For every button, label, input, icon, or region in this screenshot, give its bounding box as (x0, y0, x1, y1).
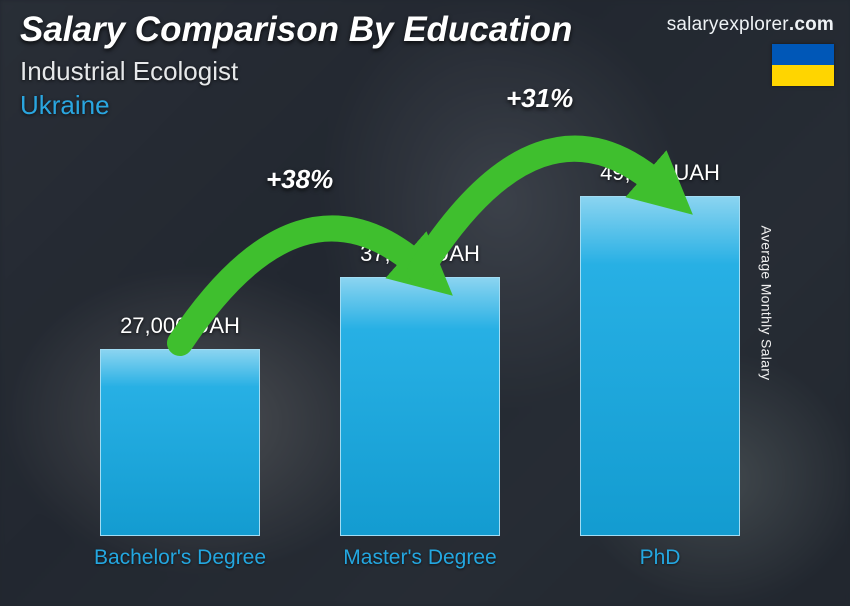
brand-domain: .com (789, 14, 834, 35)
brand-name: salaryexplorer (667, 14, 789, 35)
bar (100, 349, 260, 536)
bar-slot: 37,300 UAHMaster's Degree (340, 277, 500, 536)
bar-highlight (581, 197, 739, 535)
bar-category-label: Bachelor's Degree (80, 546, 280, 571)
increase-percent-label: +38% (266, 164, 333, 195)
content-root: Salary Comparison By Education Industria… (0, 0, 850, 606)
bar-slot: 49,000 UAHPhD (580, 196, 740, 536)
bar (580, 196, 740, 536)
country-flag-icon (772, 44, 834, 86)
chart-subtitle-role: Industrial Ecologist (20, 56, 238, 87)
increase-percent-label: +31% (506, 83, 573, 114)
bar-value-label: 37,300 UAH (320, 241, 520, 267)
bar-highlight (341, 278, 499, 535)
chart-subtitle-country: Ukraine (20, 90, 110, 121)
bar-value-label: 27,000 UAH (80, 313, 280, 339)
brand-label: salaryexplorer.com (667, 14, 834, 36)
flag-top (772, 44, 834, 65)
chart-title: Salary Comparison By Education (20, 10, 572, 50)
bar-chart: 27,000 UAHBachelor's Degree 37,300 UAHMas… (60, 156, 780, 536)
flag-bottom (772, 65, 834, 86)
bar-highlight (101, 350, 259, 535)
bar-value-label: 49,000 UAH (560, 160, 760, 186)
bar-category-label: Master's Degree (320, 546, 520, 571)
bar-slot: 27,000 UAHBachelor's Degree (100, 349, 260, 536)
bar-category-label: PhD (560, 546, 760, 571)
bar (340, 277, 500, 536)
